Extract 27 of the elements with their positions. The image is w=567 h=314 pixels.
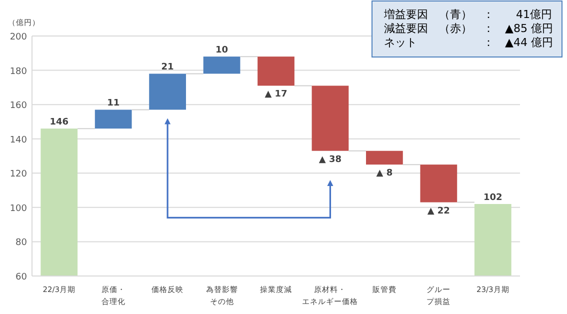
y-tick-label: 160 bbox=[10, 101, 28, 112]
y-tick-label: 80 bbox=[16, 238, 28, 248]
bar bbox=[203, 56, 240, 74]
y-tick-label: 200 bbox=[10, 32, 28, 42]
y-tick-label: 60 bbox=[16, 272, 28, 282]
bar bbox=[149, 74, 186, 110]
text: 減益要因 （赤） ： ▲85 億円 bbox=[384, 22, 553, 35]
data-label: 102 bbox=[483, 193, 502, 203]
bar bbox=[366, 150, 403, 165]
data-label: ▲ 38 bbox=[318, 154, 342, 165]
y-tick-label: 100 bbox=[10, 204, 28, 214]
bar bbox=[312, 86, 349, 151]
bar bbox=[420, 164, 458, 202]
data-label: 146 bbox=[50, 118, 69, 128]
y-tick-label: 180 bbox=[10, 66, 28, 77]
annotation: ネット ： ▲44 億円 bbox=[384, 36, 553, 49]
bar bbox=[258, 56, 294, 86]
bar bbox=[94, 110, 132, 129]
data-label: ▲ 22 bbox=[427, 206, 450, 216]
data-label: ▲ 8 bbox=[376, 168, 393, 179]
y-tick-label: 140 bbox=[10, 135, 28, 146]
y-tick-label: 120 bbox=[10, 170, 28, 180]
data-label: 21 bbox=[161, 62, 174, 73]
text: 増益要因 （青） ： 41億円 bbox=[383, 8, 552, 21]
data-label: 10 bbox=[216, 46, 228, 56]
data-label: 11 bbox=[107, 98, 120, 109]
data-label: ▲ 17 bbox=[264, 90, 288, 100]
